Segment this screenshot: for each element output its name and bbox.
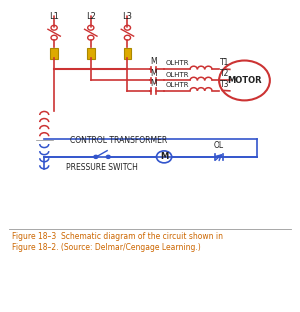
- Circle shape: [106, 155, 110, 158]
- Text: Figure 18–3  Schematic diagram of the circuit shown in
Figure 18–2. (Source: Del: Figure 18–3 Schematic diagram of the cir…: [12, 232, 223, 252]
- Circle shape: [94, 155, 98, 158]
- FancyBboxPatch shape: [124, 48, 131, 59]
- Text: M: M: [150, 79, 157, 88]
- Text: CONTROL TRANSFORMER: CONTROL TRANSFORMER: [70, 136, 167, 145]
- Text: T1: T1: [220, 58, 229, 67]
- Text: M: M: [150, 57, 157, 66]
- Text: L2: L2: [86, 12, 96, 21]
- Text: T2: T2: [220, 69, 229, 78]
- Text: M: M: [160, 152, 168, 161]
- Text: M: M: [150, 69, 157, 78]
- FancyBboxPatch shape: [87, 48, 94, 59]
- Text: MOTOR: MOTOR: [227, 76, 262, 85]
- Text: OL: OL: [214, 141, 224, 150]
- Text: L1: L1: [49, 12, 59, 21]
- Text: OLHTR: OLHTR: [166, 71, 189, 78]
- Text: OLHTR: OLHTR: [166, 82, 189, 88]
- Text: OLHTR: OLHTR: [166, 61, 189, 66]
- Text: L3: L3: [122, 12, 132, 21]
- Text: T3: T3: [220, 80, 230, 89]
- Text: PRESSURE SWITCH: PRESSURE SWITCH: [66, 163, 138, 172]
- FancyBboxPatch shape: [50, 48, 58, 59]
